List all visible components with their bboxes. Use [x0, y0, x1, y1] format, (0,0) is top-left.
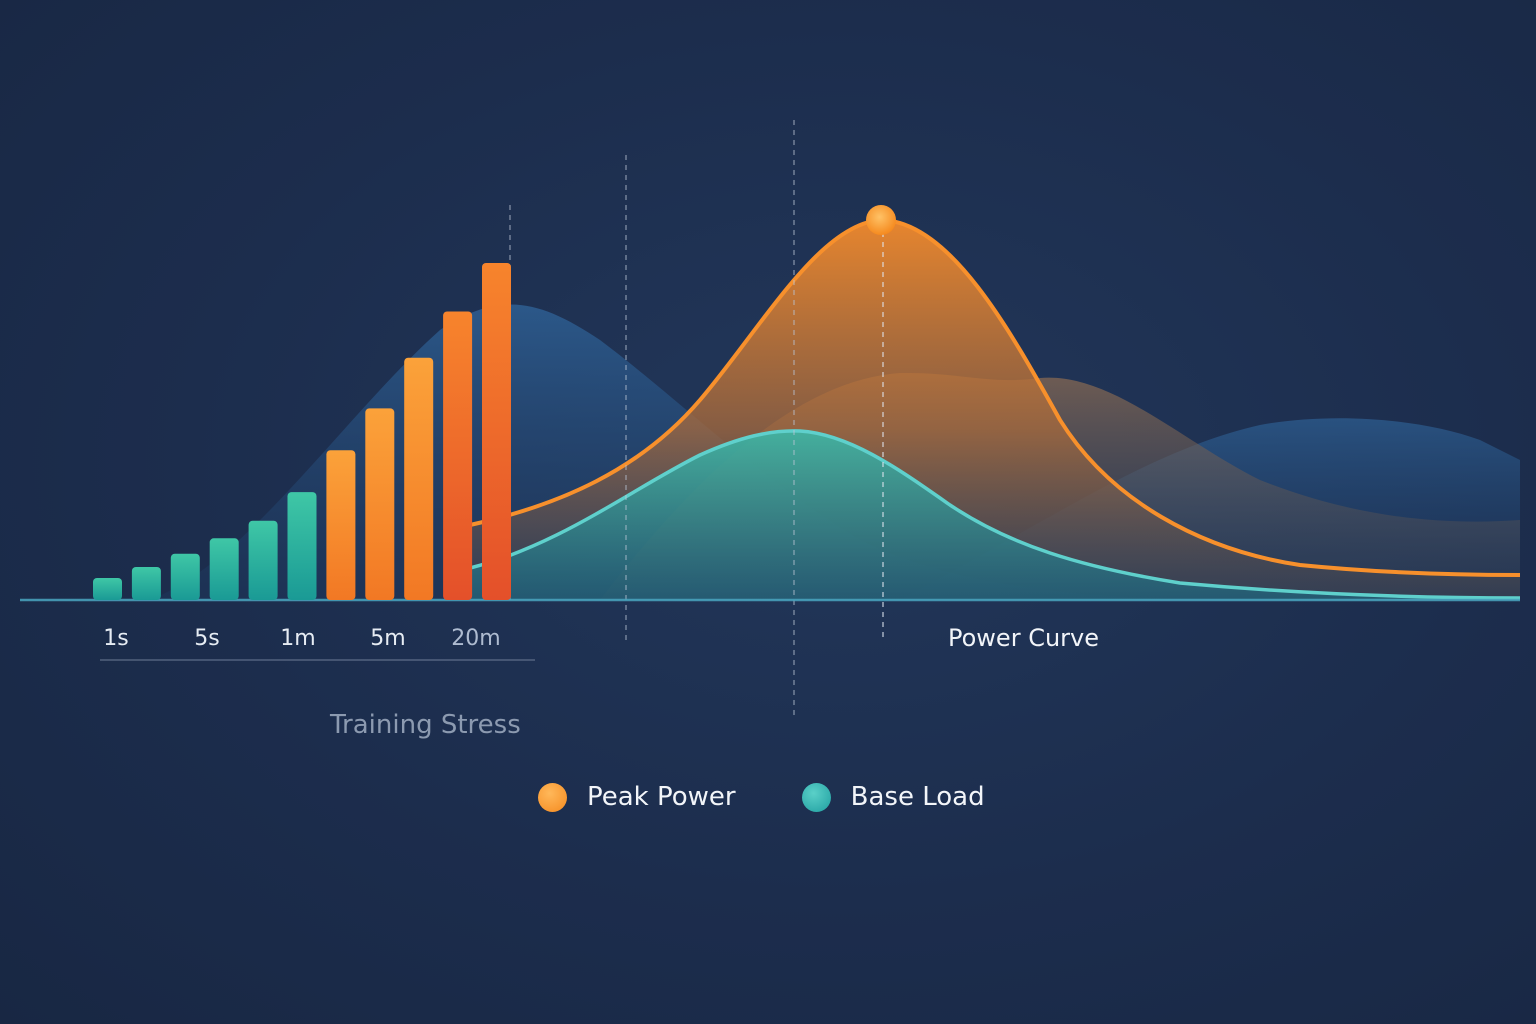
base-load-line [469, 429, 1521, 600]
bar-group [93, 263, 511, 600]
legend-label: Base Load [850, 782, 985, 812]
base-load-area [470, 430, 1520, 600]
tick-label-20m: 20m [451, 626, 500, 651]
bar-6 [287, 492, 317, 600]
bar-2 [131, 567, 161, 600]
peak-power-swatch [538, 782, 567, 812]
legend-item-peak-power[interactable]: Peak Power [538, 782, 736, 812]
caption-power-curve: Power Curve [948, 624, 1099, 652]
legend-item-base-load[interactable]: Base Load [801, 782, 985, 812]
bar-5 [248, 520, 278, 600]
bar-9 [404, 357, 434, 600]
peak-power-line [469, 217, 1521, 577]
tick-label-5s: 5s [194, 626, 219, 651]
base-load-swatch [801, 782, 831, 812]
tick-label-5m: 5m [370, 626, 405, 651]
peak-marker [866, 205, 896, 235]
bar-8 [365, 408, 395, 600]
bar-4 [209, 538, 239, 600]
bar-10 [443, 311, 473, 600]
tick-label-1s: 1s [103, 626, 128, 651]
tick-label-1m: 1m [280, 626, 315, 651]
tick-labels: 1s 5s 1m 5m 20m [103, 626, 500, 651]
bar-1 [93, 578, 122, 600]
legend-label: Peak Power [587, 782, 736, 812]
bar-11 [482, 263, 511, 600]
legend: Peak Power Base Load [538, 782, 985, 812]
caption-training-stress: Training Stress [330, 710, 521, 740]
bar-7 [326, 450, 356, 600]
bar-3 [170, 553, 200, 600]
